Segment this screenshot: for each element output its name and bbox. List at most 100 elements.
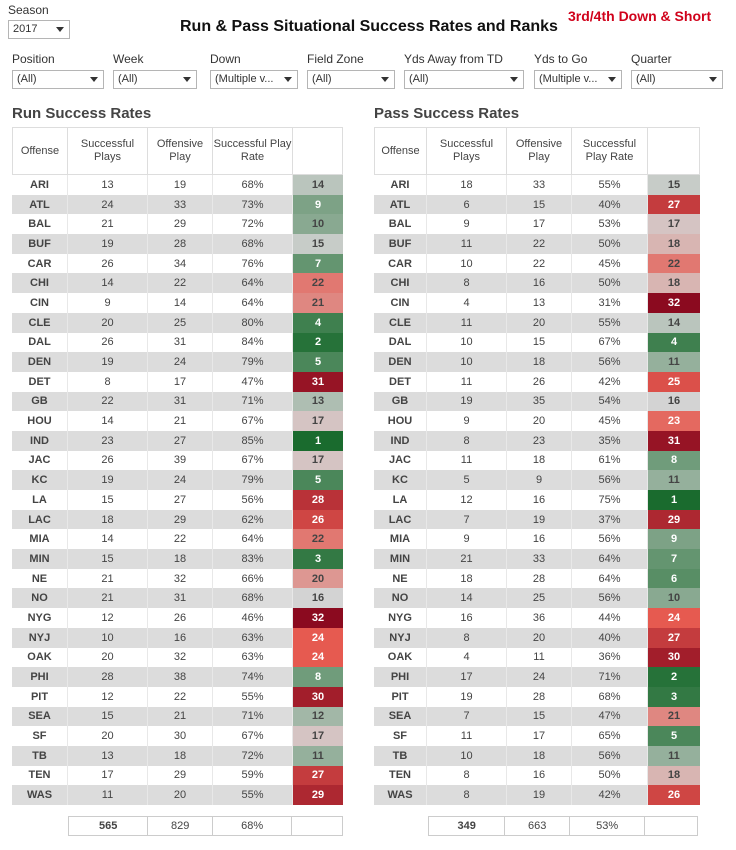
table-row[interactable]: NYJ 10 16 63% 24 [12, 627, 343, 648]
column-header[interactable]: Offense [12, 128, 68, 174]
table-row[interactable]: NE 18 28 64% 6 [374, 568, 700, 589]
column-header[interactable]: Successful Plays [427, 128, 507, 174]
table-row[interactable]: CLE 20 25 80% 4 [12, 312, 343, 333]
table-row[interactable]: KC 19 24 79% 5 [12, 470, 343, 490]
value-cell: 11 [427, 312, 507, 333]
table-row[interactable]: PIT 12 22 55% 30 [12, 686, 343, 707]
column-header[interactable] [648, 128, 700, 174]
table-row[interactable]: LAC 18 29 62% 26 [12, 509, 343, 530]
table-row[interactable]: DAL 26 31 84% 2 [12, 332, 343, 353]
pass-table: Offense Successful Plays Offensive Play Suc… [374, 127, 700, 805]
team-cell: TEN [12, 765, 68, 786]
table-row[interactable]: MIN 15 18 83% 3 [12, 549, 343, 569]
rank-cell: 4 [293, 312, 343, 333]
table-row[interactable]: LAC 7 19 37% 29 [374, 509, 700, 530]
table-row[interactable]: MIA 14 22 64% 22 [12, 529, 343, 550]
table-row[interactable]: CLE 11 20 55% 14 [374, 312, 700, 333]
table-row[interactable]: HOU 9 20 45% 23 [374, 411, 700, 431]
column-header[interactable]: Successful Play Rate [213, 128, 293, 174]
rank-cell: 29 [293, 785, 343, 805]
table-row[interactable]: DEN 19 24 79% 5 [12, 352, 343, 372]
table-row[interactable]: CAR 26 34 76% 7 [12, 253, 343, 274]
table-row[interactable]: NYG 12 26 46% 32 [12, 608, 343, 628]
value-cell: 21 [148, 706, 213, 727]
table-row[interactable]: OAK 20 32 63% 24 [12, 647, 343, 668]
team-cell: NYG [12, 608, 68, 628]
column-header[interactable]: Successful Play Rate [572, 128, 648, 174]
chevron-down-icon [183, 77, 191, 82]
table-row[interactable]: NYJ 8 20 40% 27 [374, 627, 700, 648]
team-cell: CHI [12, 273, 68, 294]
table-row[interactable]: DEN 10 18 56% 11 [374, 352, 700, 372]
table-row[interactable]: WAS 8 19 42% 26 [374, 785, 700, 805]
table-row[interactable]: JAC 11 18 61% 8 [374, 450, 700, 471]
table-row[interactable]: GB 22 31 71% 13 [12, 391, 343, 412]
column-header[interactable] [293, 128, 343, 174]
table-row[interactable]: CHI 14 22 64% 22 [12, 273, 343, 294]
table-row[interactable]: TEN 8 16 50% 18 [374, 765, 700, 786]
table-row[interactable]: CAR 10 22 45% 22 [374, 253, 700, 274]
table-row[interactable]: CHI 8 16 50% 18 [374, 273, 700, 294]
table-row[interactable]: ARI 18 33 55% 15 [374, 175, 700, 195]
table-row[interactable]: LA 15 27 56% 28 [12, 490, 343, 510]
table-row[interactable]: KC 5 9 56% 11 [374, 470, 700, 490]
team-cell: OAK [12, 647, 68, 668]
table-row[interactable]: WAS 11 20 55% 29 [12, 785, 343, 805]
value-cell: 23 [68, 430, 148, 451]
table-row[interactable]: JAC 26 39 67% 17 [12, 450, 343, 471]
table-row[interactable]: OAK 4 11 36% 30 [374, 647, 700, 668]
table-row[interactable]: DET 11 26 42% 25 [374, 371, 700, 392]
table-row[interactable]: PIT 19 28 68% 3 [374, 686, 700, 707]
table-row[interactable]: MIN 21 33 64% 7 [374, 549, 700, 569]
yds-away-dropdown[interactable]: (All) [404, 70, 524, 89]
table-row[interactable]: NYG 16 36 44% 24 [374, 608, 700, 628]
column-header[interactable]: Offensive Play [148, 128, 213, 174]
table-row[interactable]: MIA 9 16 56% 9 [374, 529, 700, 550]
table-row[interactable]: SEA 15 21 71% 12 [12, 706, 343, 727]
table-row[interactable]: SF 20 30 67% 17 [12, 726, 343, 746]
value-cell: 16 [507, 529, 572, 550]
table-row[interactable]: ATL 24 33 73% 9 [12, 194, 343, 215]
table-row[interactable]: IND 23 27 85% 1 [12, 430, 343, 451]
table-row[interactable]: SF 11 17 65% 5 [374, 726, 700, 746]
column-header[interactable]: Offensive Play [507, 128, 572, 174]
chevron-down-icon [381, 77, 389, 82]
column-header[interactable]: Offense [374, 128, 427, 174]
table-row[interactable]: ARI 13 19 68% 14 [12, 175, 343, 195]
table-row[interactable]: HOU 14 21 67% 17 [12, 411, 343, 431]
column-header[interactable]: Successful Plays [68, 128, 148, 174]
table-row[interactable]: DAL 10 15 67% 4 [374, 332, 700, 353]
value-cell: 9 [427, 214, 507, 235]
season-dropdown[interactable]: 2017 [8, 20, 70, 39]
table-row[interactable]: PHI 17 24 71% 2 [374, 667, 700, 687]
table-row[interactable]: BAL 9 17 53% 17 [374, 214, 700, 235]
quarter-dropdown[interactable]: (All) [631, 70, 723, 89]
table-row[interactable]: LA 12 16 75% 1 [374, 490, 700, 510]
value-cell: 20 [507, 411, 572, 431]
table-row[interactable]: SEA 7 15 47% 21 [374, 706, 700, 727]
table-row[interactable]: DET 8 17 47% 31 [12, 371, 343, 392]
table-row[interactable]: NO 14 25 56% 10 [374, 588, 700, 609]
table-row[interactable]: PHI 28 38 74% 8 [12, 667, 343, 687]
table-row[interactable]: NE 21 32 66% 20 [12, 568, 343, 589]
table-row[interactable]: NO 21 31 68% 16 [12, 588, 343, 609]
table-row[interactable]: TB 13 18 72% 11 [12, 745, 343, 766]
week-dropdown[interactable]: (All) [113, 70, 197, 89]
yds-to-go-dropdown[interactable]: (Multiple v... [534, 70, 622, 89]
table-row[interactable]: BUF 19 28 68% 15 [12, 234, 343, 254]
down-dropdown[interactable]: (Multiple v... [210, 70, 298, 89]
table-row[interactable]: CIN 4 13 31% 32 [374, 293, 700, 313]
table-row[interactable]: TB 10 18 56% 11 [374, 745, 700, 766]
team-cell: IND [374, 430, 427, 451]
team-cell: DAL [12, 332, 68, 353]
table-row[interactable]: TEN 17 29 59% 27 [12, 765, 343, 786]
table-row[interactable]: CIN 9 14 64% 21 [12, 293, 343, 313]
table-row[interactable]: BUF 11 22 50% 18 [374, 234, 700, 254]
field-zone-dropdown[interactable]: (All) [307, 70, 395, 89]
table-row[interactable]: BAL 21 29 72% 10 [12, 214, 343, 235]
table-row[interactable]: ATL 6 15 40% 27 [374, 194, 700, 215]
position-dropdown[interactable]: (All) [12, 70, 104, 89]
table-row[interactable]: GB 19 35 54% 16 [374, 391, 700, 412]
table-row[interactable]: IND 8 23 35% 31 [374, 430, 700, 451]
rank-cell: 31 [648, 430, 700, 451]
